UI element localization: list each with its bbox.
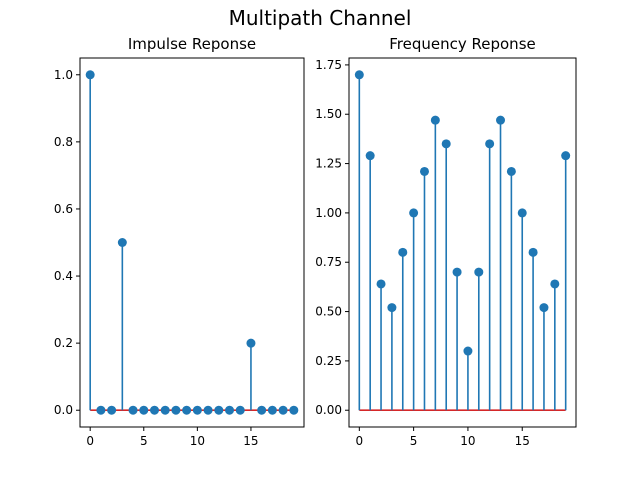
stem-marker xyxy=(398,247,408,257)
x-tick-label: 10 xyxy=(460,434,475,448)
y-tick-label: 0.4 xyxy=(54,269,73,283)
impulse-response-axes: Impulse Reponse 0 5 10 15 0.0 0.2 0.4 0.6 0.8 1.0 xyxy=(54,35,305,448)
stem-marker xyxy=(550,279,560,289)
stem-marker xyxy=(496,115,506,125)
axes-title: Frequency Reponse xyxy=(389,35,535,53)
stem-marker xyxy=(171,405,181,415)
stem-marker xyxy=(419,166,429,176)
x-tick-label: 0 xyxy=(355,434,363,448)
stem-marker xyxy=(257,405,267,415)
y-tick-label: 0.2 xyxy=(54,336,73,350)
axes-frame xyxy=(79,57,305,428)
stem-marker xyxy=(139,405,149,415)
axes-frame xyxy=(348,57,577,428)
x-tick-label: 0 xyxy=(86,434,94,448)
stem-marker xyxy=(96,405,106,415)
stem-marker xyxy=(278,405,288,415)
stem-marker xyxy=(506,166,516,176)
stem-marker xyxy=(528,247,538,257)
y-tick-label: 0.50 xyxy=(315,305,342,319)
stem-marker xyxy=(85,70,95,80)
stem-marker xyxy=(376,279,386,289)
stem-marker xyxy=(517,208,527,218)
stem-marker xyxy=(214,405,224,415)
stem-marker xyxy=(107,405,117,415)
x-tick-label: 15 xyxy=(515,434,530,448)
stem-marker xyxy=(539,303,549,313)
stem-marker xyxy=(117,238,127,247)
y-tick-label: 1.25 xyxy=(315,157,342,171)
y-tick-label: 1.75 xyxy=(315,58,342,72)
y-tick-label: 0.0 xyxy=(54,403,73,417)
stem-marker xyxy=(365,151,375,161)
stem-marker xyxy=(225,405,235,415)
stem-marker xyxy=(354,70,364,80)
stem-marker xyxy=(128,405,138,415)
axes-title: Impulse Reponse xyxy=(128,35,256,53)
stem-marker xyxy=(441,139,451,149)
y-tick-label: 0.00 xyxy=(315,403,342,417)
stem-marker xyxy=(485,139,495,149)
stem-marker xyxy=(203,405,213,415)
stem-marker xyxy=(246,338,256,348)
stem-marker xyxy=(182,405,192,415)
stem-marker xyxy=(192,405,202,415)
stem-marker xyxy=(289,405,299,415)
x-tick-label: 5 xyxy=(410,434,418,448)
y-tick-label: 0.25 xyxy=(315,354,342,368)
y-tick-label: 0.75 xyxy=(315,255,342,269)
y-tick-label: 1.00 xyxy=(315,206,342,220)
stem-marker xyxy=(267,405,277,415)
x-tick-label: 5 xyxy=(140,434,148,448)
y-tick-label: 1.50 xyxy=(315,107,342,121)
y-tick-label: 0.8 xyxy=(54,135,73,149)
stem-marker xyxy=(463,346,473,356)
y-tick-label: 1.0 xyxy=(54,68,73,82)
stem-marker xyxy=(387,303,397,313)
stem-marker xyxy=(149,405,159,415)
stem-marker xyxy=(452,267,462,277)
stem-marker xyxy=(235,405,245,415)
x-tick-label: 15 xyxy=(243,434,258,448)
stem-marker xyxy=(430,115,440,125)
stem-marker xyxy=(561,151,571,161)
stem-marker xyxy=(474,267,484,277)
x-tick-label: 10 xyxy=(190,434,205,448)
stem-marker xyxy=(409,208,419,218)
stem-marker xyxy=(160,405,170,415)
y-tick-label: 0.6 xyxy=(54,202,73,216)
frequency-response-axes: Frequency Reponse 0 5 10 15 0.00 0.25 0.50 0.75 1… xyxy=(315,35,577,448)
figure-title: Multipath Channel xyxy=(228,6,412,30)
